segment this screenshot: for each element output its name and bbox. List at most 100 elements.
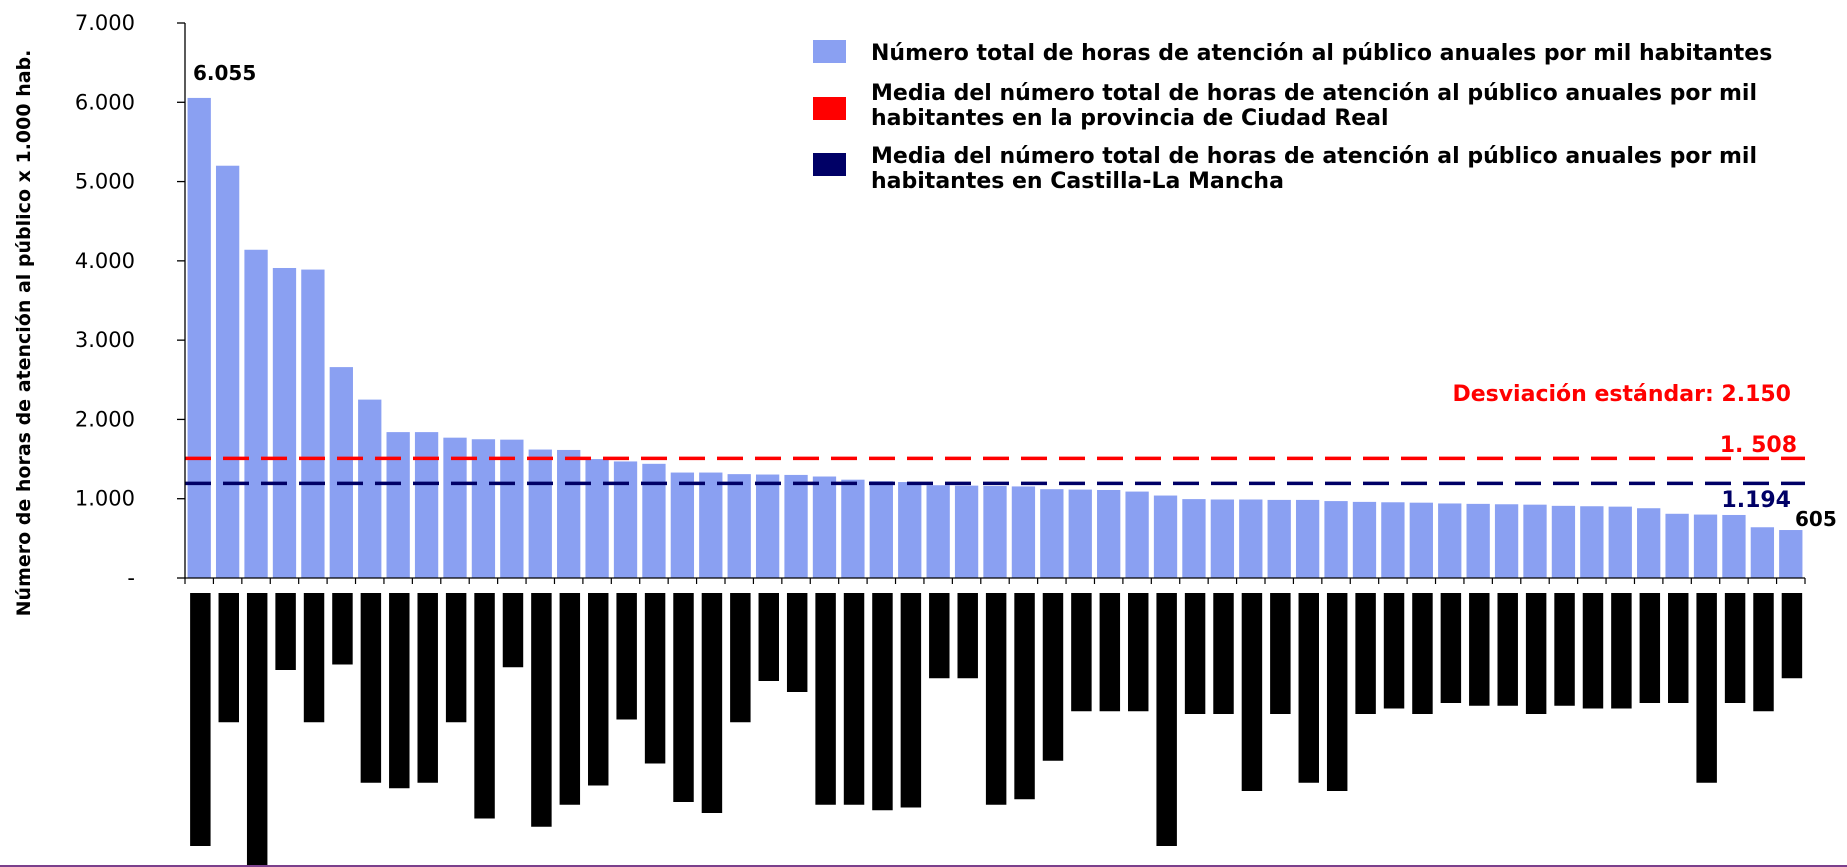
category-label — [1724, 593, 1746, 703]
bar — [329, 367, 353, 578]
bar — [443, 437, 467, 578]
category-label — [1241, 593, 1263, 791]
bar — [1352, 501, 1377, 578]
y-tick-label: 3.000 — [75, 328, 135, 352]
category-label — [531, 593, 552, 827]
category-label — [1469, 593, 1490, 706]
ref-label-region: 1.194 — [1721, 488, 1791, 513]
std-dev-annotation: Desviación estándar: 2.150 — [1452, 382, 1791, 407]
category-label — [1639, 593, 1661, 703]
category-label — [445, 593, 467, 723]
bar — [869, 481, 893, 578]
category-label — [1696, 593, 1717, 783]
category-label — [1440, 593, 1462, 703]
data-label-first: 6.055 — [193, 61, 256, 85]
category-label — [1355, 593, 1376, 714]
legend-label-region: Media del número total de horas de atenc… — [871, 144, 1757, 194]
category-label — [1128, 593, 1149, 712]
bar — [784, 474, 808, 578]
y-axis: - 1.000 2.000 3.000 4.000 5.000 6.000 7.000 — [75, 11, 185, 590]
bar — [585, 459, 609, 578]
category-label — [275, 593, 296, 670]
bar — [557, 449, 581, 578]
category-label — [417, 593, 438, 783]
category-label — [1042, 593, 1064, 761]
bar — [1011, 486, 1036, 578]
bar — [1580, 506, 1604, 578]
bar — [926, 485, 950, 578]
legend: Número total de horas de atención al púb… — [813, 40, 1772, 194]
category-label — [1213, 593, 1234, 714]
bar — [841, 479, 865, 578]
y-tick-label: 5.000 — [75, 170, 135, 194]
category-label — [1781, 593, 1803, 679]
bar — [215, 165, 240, 578]
bar — [1494, 504, 1519, 578]
category-label — [843, 593, 865, 805]
category-label — [730, 593, 751, 723]
y-tick-label: - — [127, 566, 135, 590]
category-label — [815, 593, 836, 805]
y-tick-label: 7.000 — [75, 11, 135, 35]
legend-label-bars: Número total de horas de atención al púb… — [871, 41, 1772, 66]
bar — [613, 461, 638, 578]
bar — [244, 249, 268, 578]
legend-swatch-bars — [813, 40, 846, 63]
bar — [187, 97, 211, 579]
category-label — [673, 593, 694, 802]
reference-lines — [185, 456, 1805, 486]
category-label — [1071, 593, 1092, 712]
bar — [1665, 513, 1689, 578]
bar-series — [187, 97, 1803, 579]
bar — [1637, 508, 1661, 578]
bar — [1097, 489, 1121, 578]
category-label — [1156, 593, 1177, 846]
category-label — [1326, 593, 1348, 791]
bar — [1239, 499, 1263, 578]
bar — [1750, 527, 1775, 578]
legend-label-provincia: Media del número total de horas de atenc… — [871, 81, 1757, 131]
bar — [1693, 514, 1718, 578]
category-label — [389, 593, 410, 789]
category-label — [1497, 593, 1518, 706]
y-tick-label: 4.000 — [75, 249, 135, 273]
bar — [727, 474, 751, 578]
bar — [1267, 499, 1291, 578]
category-label — [1383, 593, 1405, 709]
y-tick-label: 1.000 — [75, 487, 135, 511]
bar — [1409, 502, 1433, 578]
bar — [670, 472, 695, 578]
bar — [755, 474, 780, 578]
category-label — [929, 593, 950, 679]
bar — [954, 485, 979, 578]
bar — [812, 476, 837, 578]
bar — [898, 482, 922, 578]
category-label — [1525, 593, 1547, 714]
bar — [272, 267, 297, 578]
bar — [471, 439, 496, 578]
category-label — [218, 593, 239, 723]
ref-label-provincia: 1. 508 — [1720, 433, 1797, 458]
bar — [500, 439, 524, 578]
category-label — [559, 593, 581, 805]
category-label — [758, 593, 779, 681]
data-label-last: 605 — [1795, 507, 1837, 531]
bar — [1438, 503, 1462, 578]
bar — [1182, 499, 1206, 578]
category-label — [303, 593, 325, 723]
category-label — [900, 593, 922, 808]
category-label — [786, 593, 808, 692]
bar — [1722, 514, 1746, 578]
bar — [358, 399, 382, 578]
category-label — [985, 593, 1007, 805]
category-label — [1184, 593, 1206, 714]
x-axis-ticks — [184, 578, 1806, 584]
bar — [386, 432, 410, 578]
bar — [699, 472, 723, 578]
category-label — [616, 593, 637, 720]
category-label — [1753, 593, 1774, 712]
category-label — [1611, 593, 1632, 709]
bar — [1125, 491, 1149, 578]
category-label — [957, 593, 978, 679]
